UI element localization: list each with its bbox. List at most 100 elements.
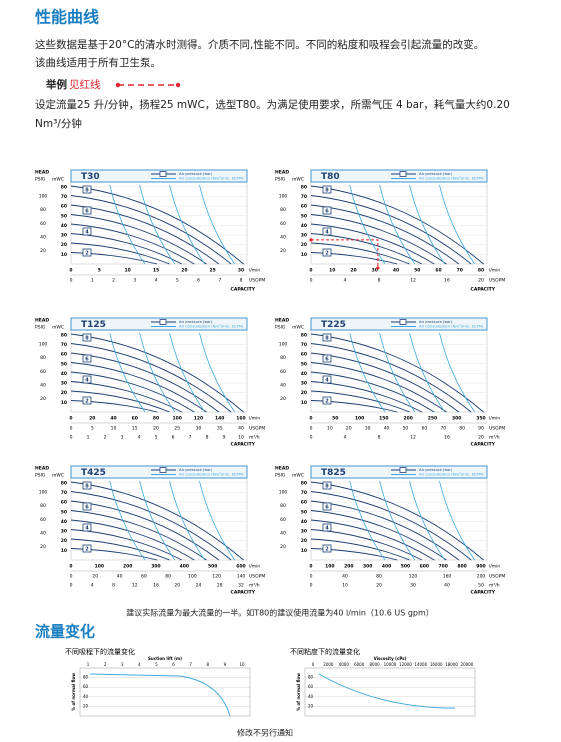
pressure-curve [310, 400, 398, 413]
x-tick: 250 [428, 416, 437, 422]
footnote: 建议实际流量为最大流量的一半。如T80的建议使用流量为40 l/min（10.6… [126, 608, 434, 618]
pressure-box [322, 523, 332, 532]
legend-air: Air consumption (Nm³/min, SCFM) [179, 472, 244, 477]
psig-tick: 60 [40, 221, 46, 227]
x-tick: 50 [414, 268, 420, 274]
pressure-box [322, 248, 332, 257]
x-tick: 100 [95, 564, 104, 570]
x-tick: 30 [365, 426, 371, 432]
x-tick: 70 [440, 426, 446, 432]
x-tick: 40 [342, 574, 348, 580]
x-tick: 200 [123, 564, 132, 570]
x-tick: 800 [457, 564, 466, 570]
pressure-curve [70, 371, 195, 413]
air-curve [169, 332, 206, 413]
head-label: HEAD [35, 318, 49, 324]
x-tick: 8 [206, 435, 209, 441]
psig-tick: 100 [39, 490, 48, 496]
x-tick: 8 [378, 435, 381, 441]
red-dot [175, 82, 181, 88]
x-tick: 80 [165, 574, 171, 580]
x-tick: 60 [132, 416, 138, 422]
x-tick: 40 [238, 426, 244, 432]
mwc-tick: 80 [61, 184, 67, 190]
x-unit: l/min [249, 416, 260, 422]
legend-air: Air consumption (Nm³/min, SCFM) [179, 324, 244, 329]
x-tick: 2 [112, 278, 115, 284]
pressure-label: 8 [325, 483, 329, 489]
x-tick: 7 [189, 435, 192, 441]
legend-box [399, 319, 407, 325]
x-tick: 4 [344, 278, 347, 284]
capacity-label: CAPACITY [471, 590, 496, 596]
x-tick: 100 [188, 574, 197, 580]
x-unit: USGPM [489, 574, 505, 580]
x-tick: 20 [478, 278, 484, 284]
x-tick: 150 [379, 416, 388, 422]
mwc-tick: 30 [301, 381, 307, 387]
pressure-box [322, 502, 332, 511]
pressure-box [322, 375, 332, 384]
pressure-box [82, 333, 92, 342]
title-bar [70, 317, 248, 331]
pressure-curve [310, 214, 447, 265]
x-tick: 600 [236, 564, 245, 570]
x-tick: 200 [403, 416, 412, 422]
x-tick: 10 [238, 435, 244, 441]
flow-x-tick: 0 [312, 662, 315, 667]
pressure-curve [70, 510, 207, 561]
mwc-tick: 50 [61, 509, 67, 515]
x-tick: 0 [70, 426, 73, 432]
x-tick: 0 [310, 574, 313, 580]
mwc-tick: 30 [61, 529, 67, 535]
x-tick: 4 [344, 435, 347, 441]
pressure-curve [70, 519, 195, 561]
pressure-label: 6 [85, 504, 89, 510]
x-tick: 160 [443, 574, 452, 580]
title-bar [310, 317, 488, 331]
x-tick: 0 [310, 435, 313, 441]
pressure-label: 6 [85, 356, 89, 362]
psig-tick: 80 [280, 503, 286, 509]
pressure-curve [70, 491, 232, 561]
x-tick: 50 [478, 583, 484, 589]
mwc-tick: 60 [301, 500, 307, 506]
pressure-curve [310, 519, 435, 561]
pressure-curve [70, 538, 170, 561]
psig-tick: 100 [279, 194, 288, 200]
pressure-label: 4 [85, 229, 89, 235]
example-label: 举例 [45, 78, 67, 91]
mwc-tick: 80 [301, 332, 307, 338]
air-curve [169, 480, 206, 561]
pressure-curve [310, 491, 472, 561]
mwc-tick: 70 [301, 194, 307, 200]
mwc-tick: 40 [61, 371, 67, 377]
pressure-label: 8 [325, 335, 329, 341]
footer: 修改不另行通知 [237, 728, 293, 738]
pressure-box [322, 544, 332, 553]
x-tick: 0 [70, 278, 73, 284]
psig-tick: 100 [39, 194, 48, 200]
x-unit: USGPM [249, 574, 265, 580]
pressure-label: 2 [325, 250, 329, 256]
flow-y-tick: 40 [83, 694, 89, 699]
mwc-tick: 80 [301, 184, 307, 190]
pressure-curve [70, 185, 244, 265]
pressure-label: 4 [325, 377, 329, 383]
air-curve [169, 184, 206, 265]
x-tick: 0 [69, 416, 72, 422]
pressure-label: 4 [85, 377, 89, 383]
x-tick: 20 [346, 426, 352, 432]
legend-box [399, 467, 407, 473]
x-tick: 60 [421, 426, 427, 432]
mwc-label: mWC [292, 177, 304, 183]
pressure-curve [70, 223, 195, 265]
mwc-tick: 10 [301, 252, 307, 258]
pressure-box [82, 396, 92, 405]
x-tick: 350 [476, 416, 485, 422]
mwc-tick: 70 [61, 194, 67, 200]
mwc-tick: 40 [301, 519, 307, 525]
air-curve [349, 184, 386, 265]
pressure-box [322, 206, 332, 215]
x-unit: USGPM [489, 278, 505, 284]
